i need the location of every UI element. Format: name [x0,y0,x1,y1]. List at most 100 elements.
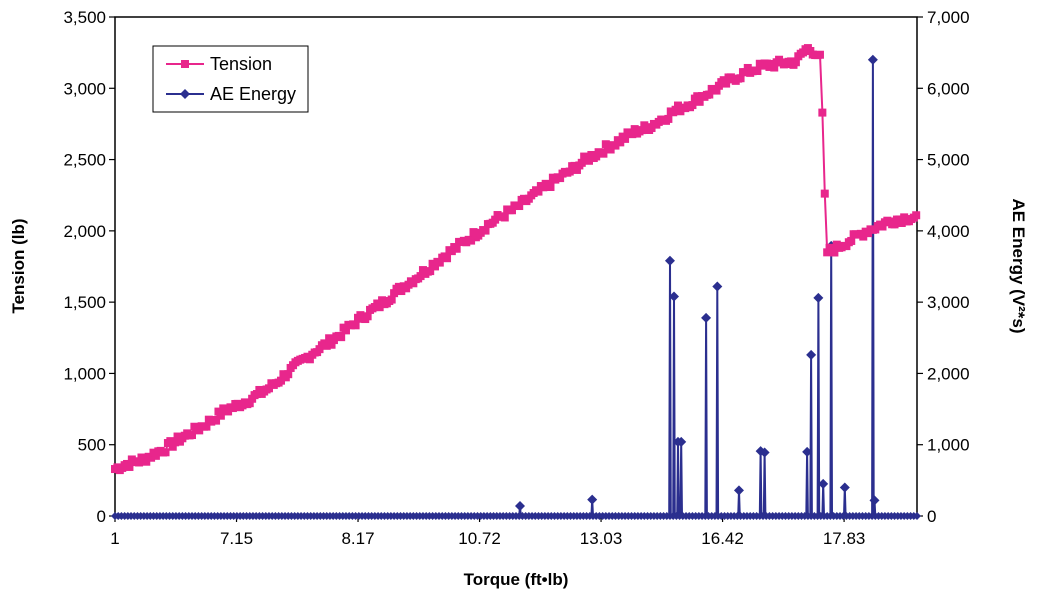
tension-point [341,326,350,335]
tension-point [693,92,702,101]
y2-tick-label: 5,000 [927,151,970,170]
y-axis-title: Tension (lb) [9,218,28,313]
tension-point [151,451,160,460]
y-tick-label: 2,500 [63,151,106,170]
x-tick-label: 8.17 [341,529,374,548]
ae-energy-spike-point [712,281,723,292]
ae-energy-spike-point [759,447,770,458]
tension-point [435,258,444,267]
tension-point [426,267,435,276]
tension-point [443,254,452,263]
tension-point [375,303,384,312]
tension-point [125,462,134,471]
tension-point [611,141,620,150]
tension-point [325,334,334,343]
legend-box [152,45,309,113]
tension-point [770,63,779,72]
y2-tick-label: 7,000 [927,8,970,27]
tension-point [252,390,261,399]
tension-point [515,202,524,211]
tension-point [390,289,399,298]
tension-point [592,152,601,161]
tension-point [897,218,906,227]
tension-point [363,312,372,321]
tension-point [664,114,673,123]
tension-point [168,442,177,451]
ae-energy-spike-point [587,494,598,505]
tension-series [111,44,921,475]
tension-point [394,282,403,291]
tension-point [195,426,204,435]
tension-point [327,340,336,349]
tension-point [599,149,608,158]
tension-point [147,453,156,462]
x-tick-label: 17.83 [823,529,866,548]
tension-point [135,458,144,467]
tension-point [507,206,516,215]
tension-point [491,215,500,224]
left-y-axis: 0 500 1,000 1,500 2,000 2,500 3,000 3,500 [63,8,115,526]
legend: Tension AE Energy [152,45,309,113]
ae-energy-spike-point [701,312,712,323]
tension-point [322,341,331,350]
tension-point [722,79,731,88]
y-tick-label: 0 [97,507,106,526]
x-tick-label: 1 [110,529,119,548]
tension-point [337,333,346,342]
y2-tick-label: 6,000 [927,79,970,98]
ae-energy-spike-point [869,495,880,506]
tension-point [142,457,151,466]
tension-point [674,101,683,110]
x-tick-label: 13.03 [580,529,623,548]
tension-point [216,411,225,420]
tension-point [743,63,752,72]
right-y-axis: 0 1,000 2,000 3,000 4,000 5,000 6,000 7,000 [917,8,970,526]
tension-point [447,247,456,256]
tension-point [534,187,543,196]
tension-point [305,355,314,364]
tension-point [736,74,745,83]
x-tick-label: 16.42 [701,529,744,548]
tension-point [228,404,237,413]
tension-point [277,376,286,385]
y-tick-label: 1,000 [63,364,106,383]
tension-point [284,370,293,379]
tension-point [161,448,170,457]
tension-point [171,438,180,447]
ae-energy-line [115,59,917,517]
tension-point [818,108,827,117]
ae-energy-spike-point [664,255,675,266]
tension-point [212,416,221,425]
tension-point [572,165,581,174]
y-tick-label: 2,000 [63,222,106,241]
y2-tick-label: 3,000 [927,293,970,312]
tension-point [900,213,909,222]
tension-point [688,101,697,110]
y2-tick-label: 2,000 [927,364,970,383]
legend-ae-label: AE Energy [210,84,296,104]
tension-point [481,226,490,235]
tension-point [397,287,406,296]
tension-point [705,90,714,99]
tension-point [616,138,625,147]
tension-point [245,399,254,408]
tension-point [430,262,439,271]
tension-point [264,384,273,393]
tension-point [570,161,579,170]
tension-point [202,422,211,431]
ae-energy-series [111,54,921,520]
tension-point [214,407,223,416]
tension-point [912,211,921,220]
tension-point [565,167,574,176]
tension-point [628,130,637,139]
tension-point [556,174,565,183]
tension-point [546,183,555,192]
ae-energy-spike-point [839,482,850,493]
y2-tick-label: 1,000 [927,436,970,455]
tension-point [166,437,175,446]
tension-point [823,248,832,257]
legend-tension-label: Tension [210,54,272,74]
tension-point [695,97,704,106]
tension-point [712,86,721,95]
